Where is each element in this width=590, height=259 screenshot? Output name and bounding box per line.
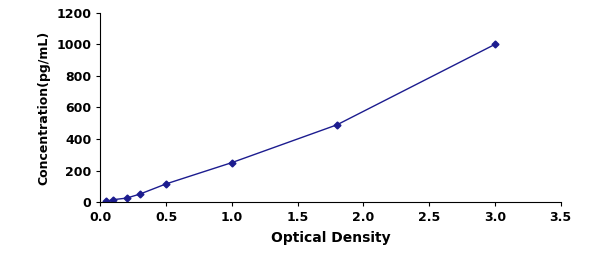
X-axis label: Optical Density: Optical Density — [271, 231, 390, 245]
Y-axis label: Concentration(pg/mL): Concentration(pg/mL) — [38, 30, 51, 185]
